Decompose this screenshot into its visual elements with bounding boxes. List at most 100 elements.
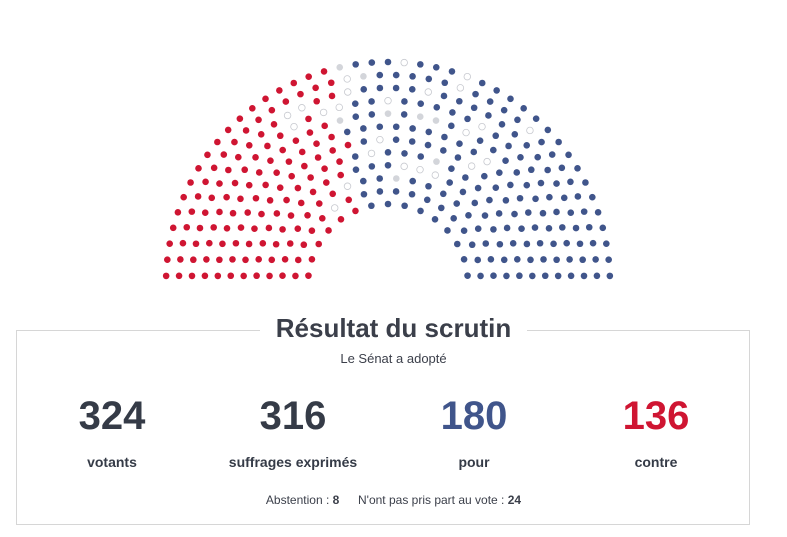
seat-pour — [368, 111, 376, 118]
seat-pour — [532, 115, 540, 122]
seat-pour — [554, 272, 562, 280]
seat-contre — [321, 122, 328, 130]
seat-contre — [268, 256, 276, 264]
seat-absent — [319, 108, 328, 117]
seat-pour — [540, 256, 547, 263]
seat-pour — [560, 194, 568, 202]
seat-contre — [329, 190, 337, 198]
seat-pour — [401, 98, 408, 105]
seat-pour — [574, 193, 582, 200]
seat-pour — [548, 151, 556, 158]
seat-contre — [281, 255, 289, 263]
seat-contre — [273, 210, 281, 217]
stat-votants: 324 votants — [22, 393, 202, 470]
seat-contre — [273, 169, 280, 176]
seat-pour — [507, 95, 514, 103]
seat-pour — [572, 224, 580, 232]
seat-pour — [376, 84, 384, 92]
seat-abstention — [416, 113, 424, 121]
seat-contre — [294, 225, 302, 233]
seat-pour — [453, 240, 461, 248]
seat-pour — [585, 223, 593, 231]
seat-contre — [287, 212, 295, 219]
seat-contre — [279, 226, 286, 233]
seat-contre — [279, 272, 286, 280]
seat-contre — [249, 104, 256, 112]
seat-pour — [465, 211, 472, 219]
seat-absent — [343, 182, 352, 190]
seat-contre — [294, 256, 302, 264]
non-votant-value: 24 — [507, 493, 522, 507]
seat-contre — [242, 256, 249, 264]
seat-absent — [424, 88, 432, 96]
seat-contre — [262, 95, 269, 103]
seat-pour — [545, 224, 553, 232]
seat-pour — [541, 272, 549, 280]
seat-contre — [290, 79, 298, 87]
seat-absent — [335, 103, 343, 112]
seat-pour — [566, 256, 573, 263]
seat-pour — [376, 188, 384, 195]
seat-contre — [235, 153, 242, 161]
seat-contre — [164, 256, 171, 264]
seat-contre — [242, 127, 250, 134]
seat-absent — [478, 122, 486, 131]
seat-absent — [376, 135, 384, 144]
seat-pour — [503, 224, 511, 232]
seat-pour — [580, 272, 588, 280]
seat-pour — [565, 151, 572, 159]
seat-pour — [409, 73, 416, 80]
seat-pour — [431, 215, 439, 223]
seat-contre — [245, 181, 253, 189]
seat-pour — [576, 240, 584, 248]
seat-contre — [252, 154, 259, 161]
seat-absent — [483, 157, 491, 166]
seat-pour — [417, 207, 424, 215]
seat-pour — [490, 226, 497, 233]
seat-absent — [431, 171, 439, 179]
stat-pour: 180 pour — [384, 393, 564, 470]
seat-pour — [495, 210, 503, 217]
seat-absent — [283, 111, 292, 120]
seat-pour — [516, 194, 524, 202]
seat-contre — [262, 181, 269, 189]
seat-contre — [223, 193, 230, 201]
exprimes-label: suffrages exprimés — [228, 454, 358, 470]
seat-contre — [292, 272, 299, 280]
seat-pour — [524, 209, 532, 216]
seat-pour — [376, 71, 384, 79]
seat-contre — [305, 73, 312, 80]
seat-contre — [329, 147, 336, 154]
seat-contre — [227, 272, 235, 280]
seat-contre — [223, 224, 231, 232]
seat-absent — [526, 126, 534, 135]
seat-contre — [202, 178, 209, 186]
seat-contre — [304, 211, 311, 219]
seat-absent — [343, 75, 351, 83]
seat-pour — [487, 255, 495, 263]
seat-contre — [307, 174, 314, 181]
seat-pour — [360, 86, 368, 93]
seat-pour — [408, 190, 416, 198]
seat-abstention — [384, 110, 392, 117]
seat-pour — [392, 123, 400, 131]
seat-pour — [539, 209, 547, 217]
seat-contre — [214, 272, 222, 280]
seat-pour — [440, 147, 447, 154]
seat-pour — [482, 240, 490, 247]
seat-contre — [196, 224, 204, 232]
seat-pour — [503, 272, 510, 280]
non-votant-label: N'ont pas pris part au vote : — [358, 493, 505, 507]
seat-contre — [245, 141, 253, 149]
seat-contre — [220, 151, 228, 158]
seat-pour — [496, 240, 504, 248]
seat-absent — [344, 88, 352, 96]
seat-pour — [376, 175, 384, 182]
seat-pour — [567, 209, 575, 216]
seat-contre — [237, 195, 244, 203]
seat-contre — [313, 140, 320, 148]
seat-contre — [236, 115, 244, 122]
seat-pour — [423, 196, 431, 204]
seat-contre — [232, 239, 240, 247]
seat-pour — [505, 142, 512, 150]
